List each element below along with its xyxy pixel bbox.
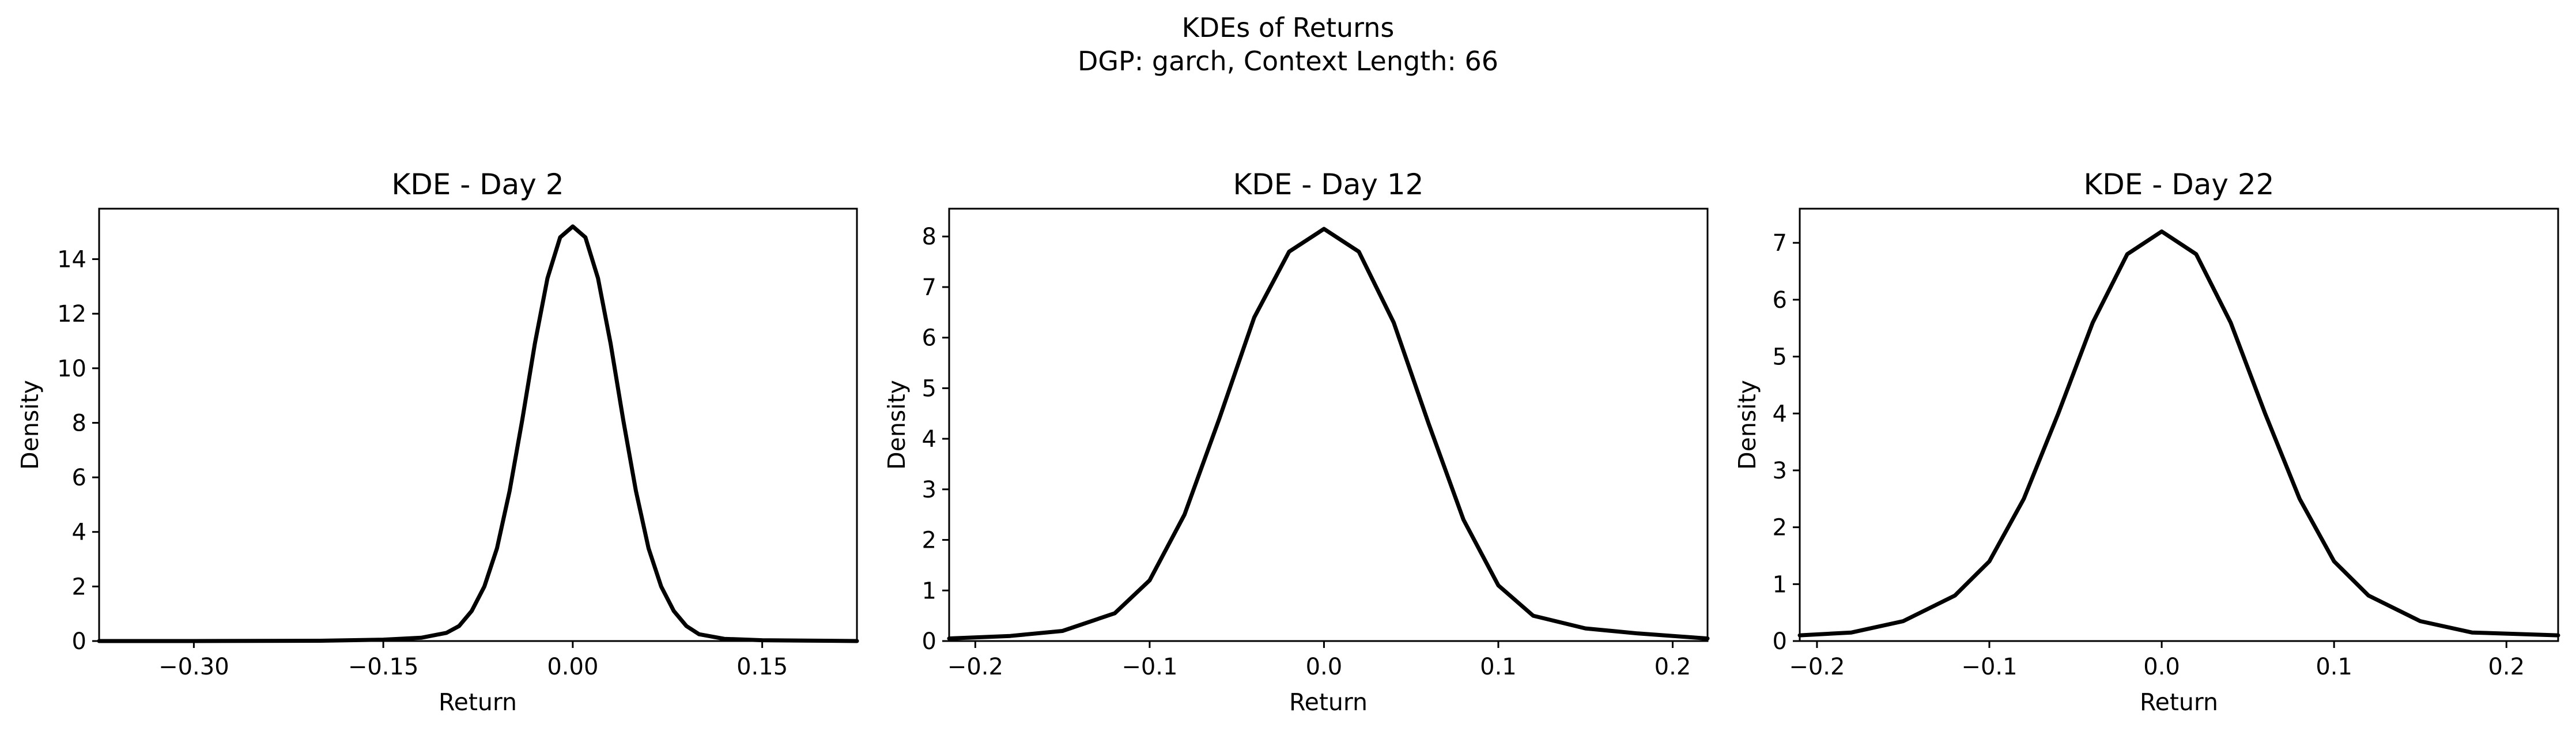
y-tick-label: 6 [72, 465, 86, 491]
y-tick-label: 12 [57, 301, 86, 327]
y-tick-label: 2 [922, 527, 936, 554]
y-tick-label: 0 [922, 628, 936, 655]
x-tick-label: 0.1 [2316, 654, 2352, 680]
x-axis-label: Return [2140, 688, 2218, 716]
x-tick-label: 0.1 [1480, 654, 1517, 680]
x-tick-label: −0.2 [1789, 654, 1845, 680]
y-tick-label: 0 [72, 628, 86, 655]
x-tick-label: −0.2 [947, 654, 1003, 680]
plot-frame [98, 208, 858, 642]
figure-title-line-1: KDEs of Returns [1182, 12, 1395, 43]
kde-curve-line [947, 227, 1710, 641]
x-tick-label: 0.15 [736, 654, 788, 680]
y-tick-label: 4 [72, 519, 86, 546]
kde-curve-layer [97, 224, 859, 643]
y-tick-label: 7 [922, 274, 936, 301]
tick-layer: −0.2 −0.1 0.0 0.1 0.2 0 1 2 3 4 5 6 7 [1773, 230, 2525, 680]
y-tick-label: 5 [1773, 344, 1787, 371]
y-tick-label: 1 [922, 578, 936, 604]
y-tick-label: 1 [1773, 571, 1787, 598]
x-tick-label: −0.30 [158, 654, 229, 680]
y-tick-label: 0 [1773, 628, 1787, 655]
plot-frame [948, 208, 1709, 642]
x-tick-label: −0.1 [1961, 654, 2017, 680]
x-tick-label: −0.15 [348, 654, 419, 680]
x-tick-label: 0.2 [1655, 654, 1691, 680]
y-axis-label: Density [883, 380, 911, 470]
y-tick-label: 2 [72, 574, 86, 600]
x-tick-label: 0.00 [547, 654, 598, 680]
x-axis-label: Return [1289, 688, 1368, 716]
y-tick-label: 3 [1773, 458, 1787, 484]
y-tick-label: 14 [57, 247, 86, 273]
plot-frame [1799, 208, 2559, 642]
y-axis-label: Density [16, 380, 44, 470]
x-tick-label: 0.0 [2143, 654, 2180, 680]
x-tick-label: 0.0 [1306, 654, 1343, 680]
figure-title-line-2: DGP: garch, Context Length: 66 [1078, 46, 1498, 77]
kde-panel-day-12: KDE - Day 12 −0.2 −0.1 0.0 0.1 0.2012345678 … [883, 168, 1710, 716]
y-tick-label: 10 [57, 356, 86, 382]
kde-curve-line [1797, 229, 2560, 638]
y-tick-label: 2 [1773, 515, 1787, 541]
y-tick-label: 5 [922, 375, 936, 402]
kde-panel-day-22: KDE - Day 22 −0.2 −0.1 0.0 0.1 0.2 0 1 2 3 4 5 6 7 R… [1733, 168, 2560, 716]
kde-panel-day-2: KDE - Day 2 −0.30 −0.15 0.00 0.15 0 2 4 6 8 10 12 1… [16, 168, 859, 716]
panel-title: KDE - Day 2 [391, 168, 564, 201]
y-tick-label: 3 [922, 477, 936, 503]
tick-layer: −0.2 −0.1 0.0 0.1 0.2 0 1 2 3 4 5 6 7 8 [922, 224, 1691, 680]
y-tick-label: 6 [922, 325, 936, 352]
y-tick-label: 6 [1773, 287, 1787, 314]
y-axis-label: Density [1733, 380, 1761, 470]
x-tick-label: 0.2 [2488, 654, 2525, 680]
kde-curve-line [97, 224, 859, 643]
x-tick-label: −0.1 [1121, 654, 1177, 680]
y-tick-label: 8 [72, 410, 86, 436]
y-tick-label: 8 [922, 224, 936, 250]
y-tick-label: 4 [922, 426, 936, 453]
x-axis-label: Return [439, 688, 517, 716]
y-tick-label: 4 [1773, 401, 1787, 427]
y-tick-label: 7 [1773, 230, 1787, 257]
kde-curve-layer [1797, 229, 2560, 638]
kde-curve-layer [947, 227, 1710, 641]
tick-layer: −0.30 −0.15 0.00 0.15 0 2 4 6 8 10 12 14 [57, 247, 788, 680]
panel-title: KDE - Day 12 [1233, 168, 1424, 201]
panel-title: KDE - Day 22 [2084, 168, 2275, 201]
